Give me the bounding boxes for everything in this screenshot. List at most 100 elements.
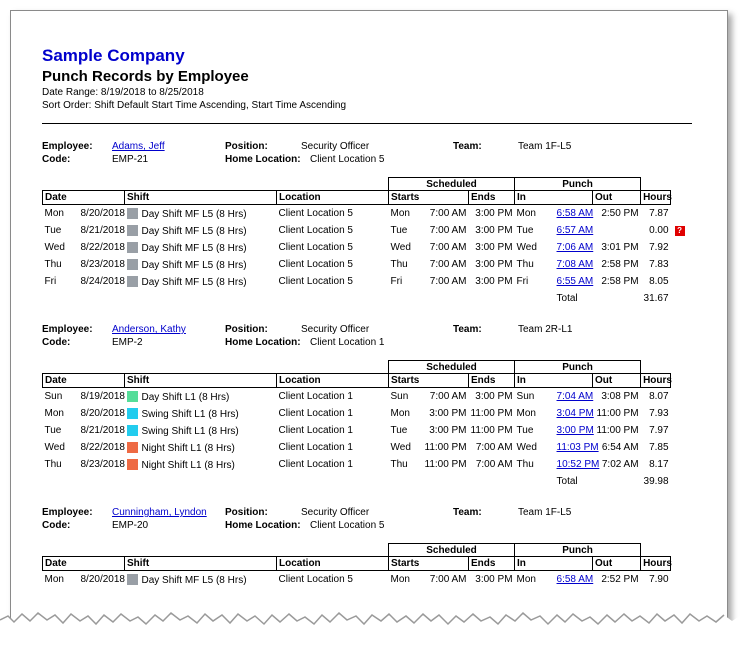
- team-label: Team:: [453, 507, 482, 518]
- location-column-header: Location: [276, 190, 389, 205]
- punch-group-header: Punch: [514, 543, 642, 557]
- total-hours: 39.98: [643, 476, 669, 487]
- row-location: Client Location 5: [278, 259, 354, 270]
- employee-name-link[interactable]: Anderson, Kathy: [112, 324, 186, 335]
- punch-in-link[interactable]: 6:57 AM: [556, 225, 594, 236]
- punch-in-link[interactable]: 10:52 PM: [556, 459, 600, 470]
- row-location: Client Location 1: [278, 459, 354, 470]
- punch-row: Mon 8/20/2018 Swing Shift L1 (8 Hrs) Client…: [43, 405, 671, 422]
- row-starts: 7:00 AM: [429, 574, 467, 585]
- ends-column-header: Ends: [467, 190, 515, 205]
- punch-in-link[interactable]: 3:00 PM: [556, 425, 594, 436]
- row-hours: 7.97: [649, 425, 669, 436]
- row-punch-day: Sun: [516, 391, 535, 402]
- shift-color-swatch: [126, 275, 138, 287]
- team-value: Team 2R-L1: [518, 324, 573, 335]
- hours-column-header: Hours: [640, 556, 672, 571]
- row-starts: 3:00 PM: [429, 425, 467, 436]
- sort-order: Sort Order: Shift Default Start Time Asc…: [42, 100, 347, 111]
- row-sched-day: Mon: [390, 408, 410, 419]
- row-punch-day: Tue: [516, 425, 534, 436]
- row-ends: 3:00 PM: [475, 574, 513, 585]
- employee-name-link[interactable]: Cunningham, Lyndon: [112, 507, 207, 518]
- out-column-header: Out: [592, 556, 641, 571]
- punch-row: Sun 8/19/2018 Day Shift L1 (8 Hrs) Client L…: [43, 388, 671, 406]
- punch-in-link[interactable]: 7:04 AM: [556, 391, 594, 402]
- row-date: 8/21/2018: [80, 425, 126, 436]
- team-label: Team:: [453, 324, 482, 335]
- shift-color-swatch: [126, 441, 138, 453]
- row-sched-day: Wed: [390, 442, 411, 453]
- row-punch-day: Tue: [516, 225, 534, 236]
- code-value: EMP-21: [112, 154, 149, 165]
- row-day: Mon: [44, 208, 64, 219]
- employee-block: Employee: Cunningham, Lyndon Position: Secu…: [42, 506, 692, 588]
- employee-name-link[interactable]: Adams, Jeff: [112, 141, 165, 152]
- row-out: 11:00 PM: [596, 425, 639, 436]
- row-location: Client Location 1: [278, 425, 354, 436]
- row-date: 8/20/2018: [80, 574, 126, 585]
- row-location: Client Location 5: [278, 574, 354, 585]
- row-sched-day: Wed: [390, 242, 411, 253]
- row-location: Client Location 1: [278, 442, 354, 453]
- punch-in-link[interactable]: 3:04 PM: [556, 408, 594, 419]
- row-shift: Day Shift MF L5 (8 Hrs): [141, 574, 247, 586]
- code-value: EMP-20: [112, 520, 149, 531]
- report-content: Sample Company Punch Records by Employee…: [42, 46, 692, 588]
- row-punch-day: Wed: [516, 442, 537, 453]
- row-date: 8/22/2018: [80, 242, 126, 253]
- hours-column-header: Hours: [640, 190, 672, 205]
- punch-in-link[interactable]: 7:06 AM: [556, 242, 594, 253]
- row-ends: 3:00 PM: [475, 208, 513, 219]
- row-location: Client Location 1: [278, 391, 354, 402]
- punch-in-link[interactable]: 11:03 PM: [556, 442, 599, 453]
- warning-flag-icon[interactable]: ?: [674, 226, 685, 236]
- row-sched-day: Tue: [390, 425, 408, 436]
- row-day: Mon: [44, 408, 64, 419]
- team-label: Team:: [453, 141, 482, 152]
- row-location: Client Location 5: [278, 225, 354, 236]
- employee-header-row: Employee: Adams, Jeff Position: Security Of…: [42, 140, 692, 153]
- punch-in-link[interactable]: 6:55 AM: [556, 276, 594, 287]
- row-out: 3:08 PM: [601, 391, 639, 402]
- row-ends: 11:00 PM: [470, 408, 513, 419]
- row-day: Thu: [44, 459, 62, 470]
- row-shift-cell: Day Shift MF L5 (8 Hrs): [125, 256, 277, 273]
- row-hours: 7.93: [649, 408, 669, 419]
- employee-list: Employee: Adams, Jeff Position: Security Of…: [42, 140, 692, 588]
- row-hours: 8.07: [649, 391, 669, 402]
- torn-edge: [0, 611, 747, 654]
- employee-block: Employee: Adams, Jeff Position: Security Of…: [42, 140, 692, 307]
- location-column-header: Location: [276, 556, 389, 571]
- punch-table: Scheduled Punch Date Shift Location Starts End…: [42, 543, 672, 588]
- team-value: Team 1F-L5: [518, 141, 572, 152]
- punch-row: Tue 8/21/2018 Swing Shift L1 (8 Hrs) Client…: [43, 422, 671, 439]
- total-label: Total: [556, 476, 578, 487]
- home-location-value: Client Location 5: [310, 520, 385, 531]
- row-hours: 0.00: [649, 225, 669, 236]
- row-out: 6:54 AM: [601, 442, 639, 453]
- row-sched-day: Fri: [390, 276, 403, 287]
- row-starts: 7:00 AM: [429, 225, 467, 236]
- punch-in-link[interactable]: 7:08 AM: [556, 259, 594, 270]
- row-location: Client Location 5: [278, 242, 354, 253]
- punch-in-link[interactable]: 6:58 AM: [556, 208, 594, 219]
- punch-in-link[interactable]: 6:58 AM: [556, 574, 594, 585]
- hours-column-header: Hours: [640, 373, 672, 388]
- row-starts: 7:00 AM: [429, 242, 467, 253]
- punch-row: Fri 8/24/2018 Day Shift MF L5 (8 Hrs) Clien…: [43, 273, 671, 290]
- total-row: Total 31.67: [43, 290, 671, 307]
- row-date: 8/21/2018: [80, 225, 126, 236]
- row-ends: 3:00 PM: [475, 391, 513, 402]
- shift-column-header: Shift: [124, 373, 277, 388]
- row-out: 3:01 PM: [601, 242, 639, 253]
- punch-row: Mon 8/20/2018 Day Shift MF L5 (8 Hrs) Clien…: [43, 205, 671, 223]
- row-out: 7:02 AM: [601, 459, 639, 470]
- date-column-header: Date: [42, 373, 125, 388]
- shift-color-swatch: [126, 458, 138, 470]
- row-ends: 3:00 PM: [475, 242, 513, 253]
- employee-code-row: Code: EMP-21 Home Location: Client Location…: [42, 153, 692, 166]
- row-ends: 7:00 AM: [475, 459, 513, 470]
- employee-header-row: Employee: Cunningham, Lyndon Position: Secu…: [42, 506, 692, 519]
- row-shift: Day Shift L1 (8 Hrs): [141, 391, 230, 403]
